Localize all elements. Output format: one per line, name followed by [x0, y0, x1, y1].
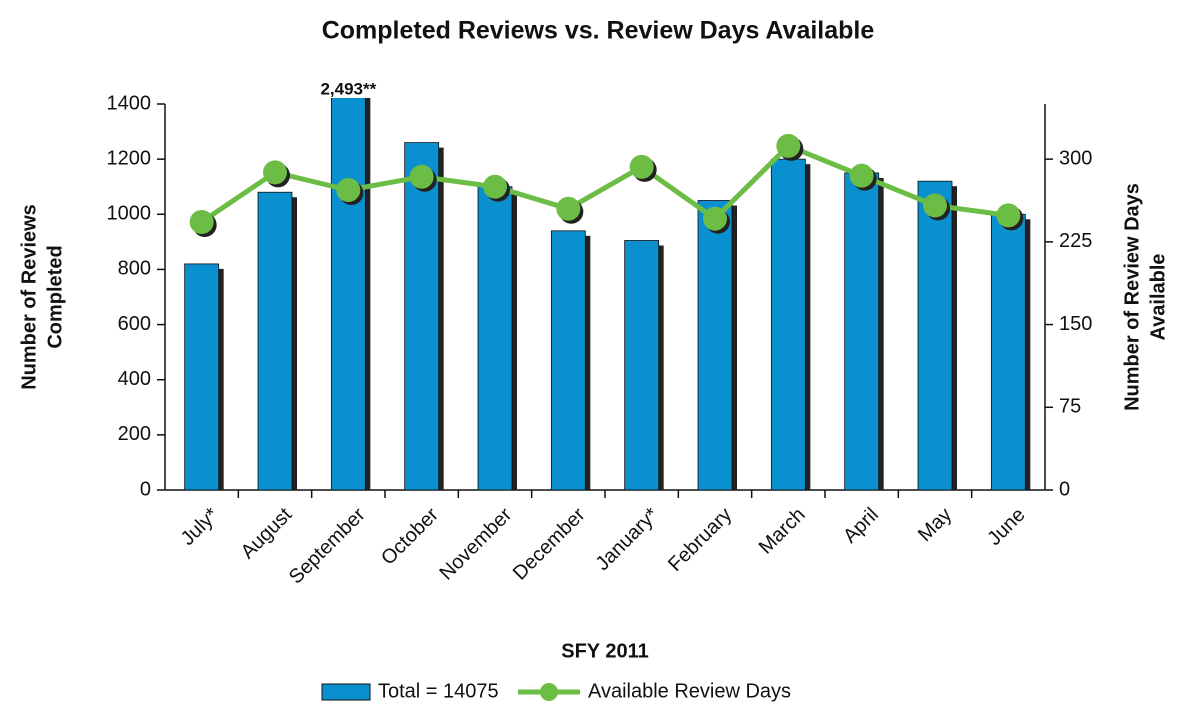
x-tick-label: July* — [177, 504, 223, 550]
marker — [263, 160, 287, 185]
marker — [776, 133, 801, 158]
y2-tick-label: 300 — [1059, 147, 1092, 169]
marker — [629, 154, 654, 179]
x-tick-label: June — [983, 504, 1029, 550]
y2-tick-label: 225 — [1059, 230, 1092, 252]
marker — [336, 178, 361, 203]
x-tick-label: February — [664, 504, 736, 576]
y2-axis-label-line: Available — [1147, 253, 1169, 340]
x-tick-label: December — [509, 503, 590, 584]
legend-swatch — [321, 683, 371, 701]
marker — [849, 163, 874, 188]
y2-axis-label-line: Number of Review Days — [1121, 183, 1143, 411]
data-label: 2,493** — [320, 79, 376, 98]
bar — [697, 200, 733, 490]
chart-title: Completed Reviews vs. Review Days Availa… — [322, 17, 875, 45]
x-axis-label: SFY 2011 — [561, 640, 648, 662]
y-tick-label: 1200 — [107, 147, 152, 169]
marker — [483, 174, 507, 199]
marker — [923, 193, 947, 218]
bar — [770, 158, 806, 490]
bar — [330, 98, 366, 490]
marker — [556, 196, 581, 221]
legend-label: Available Review Days — [588, 680, 791, 702]
x-tick-label: September — [285, 503, 370, 588]
y2-tick-label: 150 — [1059, 313, 1092, 335]
plot-area — [184, 98, 1031, 490]
y-tick-label: 1400 — [107, 92, 152, 114]
y2-tick-label: 0 — [1059, 478, 1070, 500]
marker — [703, 206, 727, 231]
line — [200, 142, 1009, 225]
marker — [189, 210, 214, 235]
x-tick-label: August — [237, 503, 297, 563]
x-tick-label: May — [914, 504, 956, 546]
bar — [917, 180, 953, 490]
y-axis-label-line: Completed — [44, 245, 66, 348]
bar — [624, 240, 660, 490]
marker — [996, 203, 1021, 228]
y2-tick-label: 75 — [1059, 396, 1081, 418]
y-tick-label: 800 — [118, 258, 151, 280]
y-tick-label: 0 — [140, 478, 151, 500]
y-tick-label: 400 — [118, 368, 151, 390]
y-axis-label-line: Number of Reviews — [18, 204, 40, 390]
x-tick-label: January* — [592, 504, 664, 576]
legend-marker — [540, 683, 558, 701]
legend-label: Total = 14075 — [378, 680, 499, 702]
bar — [844, 172, 880, 490]
bar — [990, 213, 1026, 490]
x-tick-label: April — [839, 504, 883, 548]
x-tick-label: November — [435, 503, 516, 584]
x-tick-label: March — [755, 504, 810, 559]
y-tick-label: 1000 — [107, 203, 152, 225]
x-tick-label: October — [377, 503, 443, 569]
y-tick-label: 200 — [118, 423, 151, 445]
y-axis-label: Number of Reviews Completed — [18, 204, 66, 390]
bar — [404, 142, 440, 490]
marker — [409, 164, 434, 189]
y-tick-label: 600 — [118, 313, 151, 335]
y2-axis-label: Number of Review Days Available — [1121, 183, 1169, 411]
bar — [550, 230, 586, 490]
bar — [257, 191, 293, 490]
bar — [477, 186, 513, 490]
bar — [184, 263, 220, 490]
